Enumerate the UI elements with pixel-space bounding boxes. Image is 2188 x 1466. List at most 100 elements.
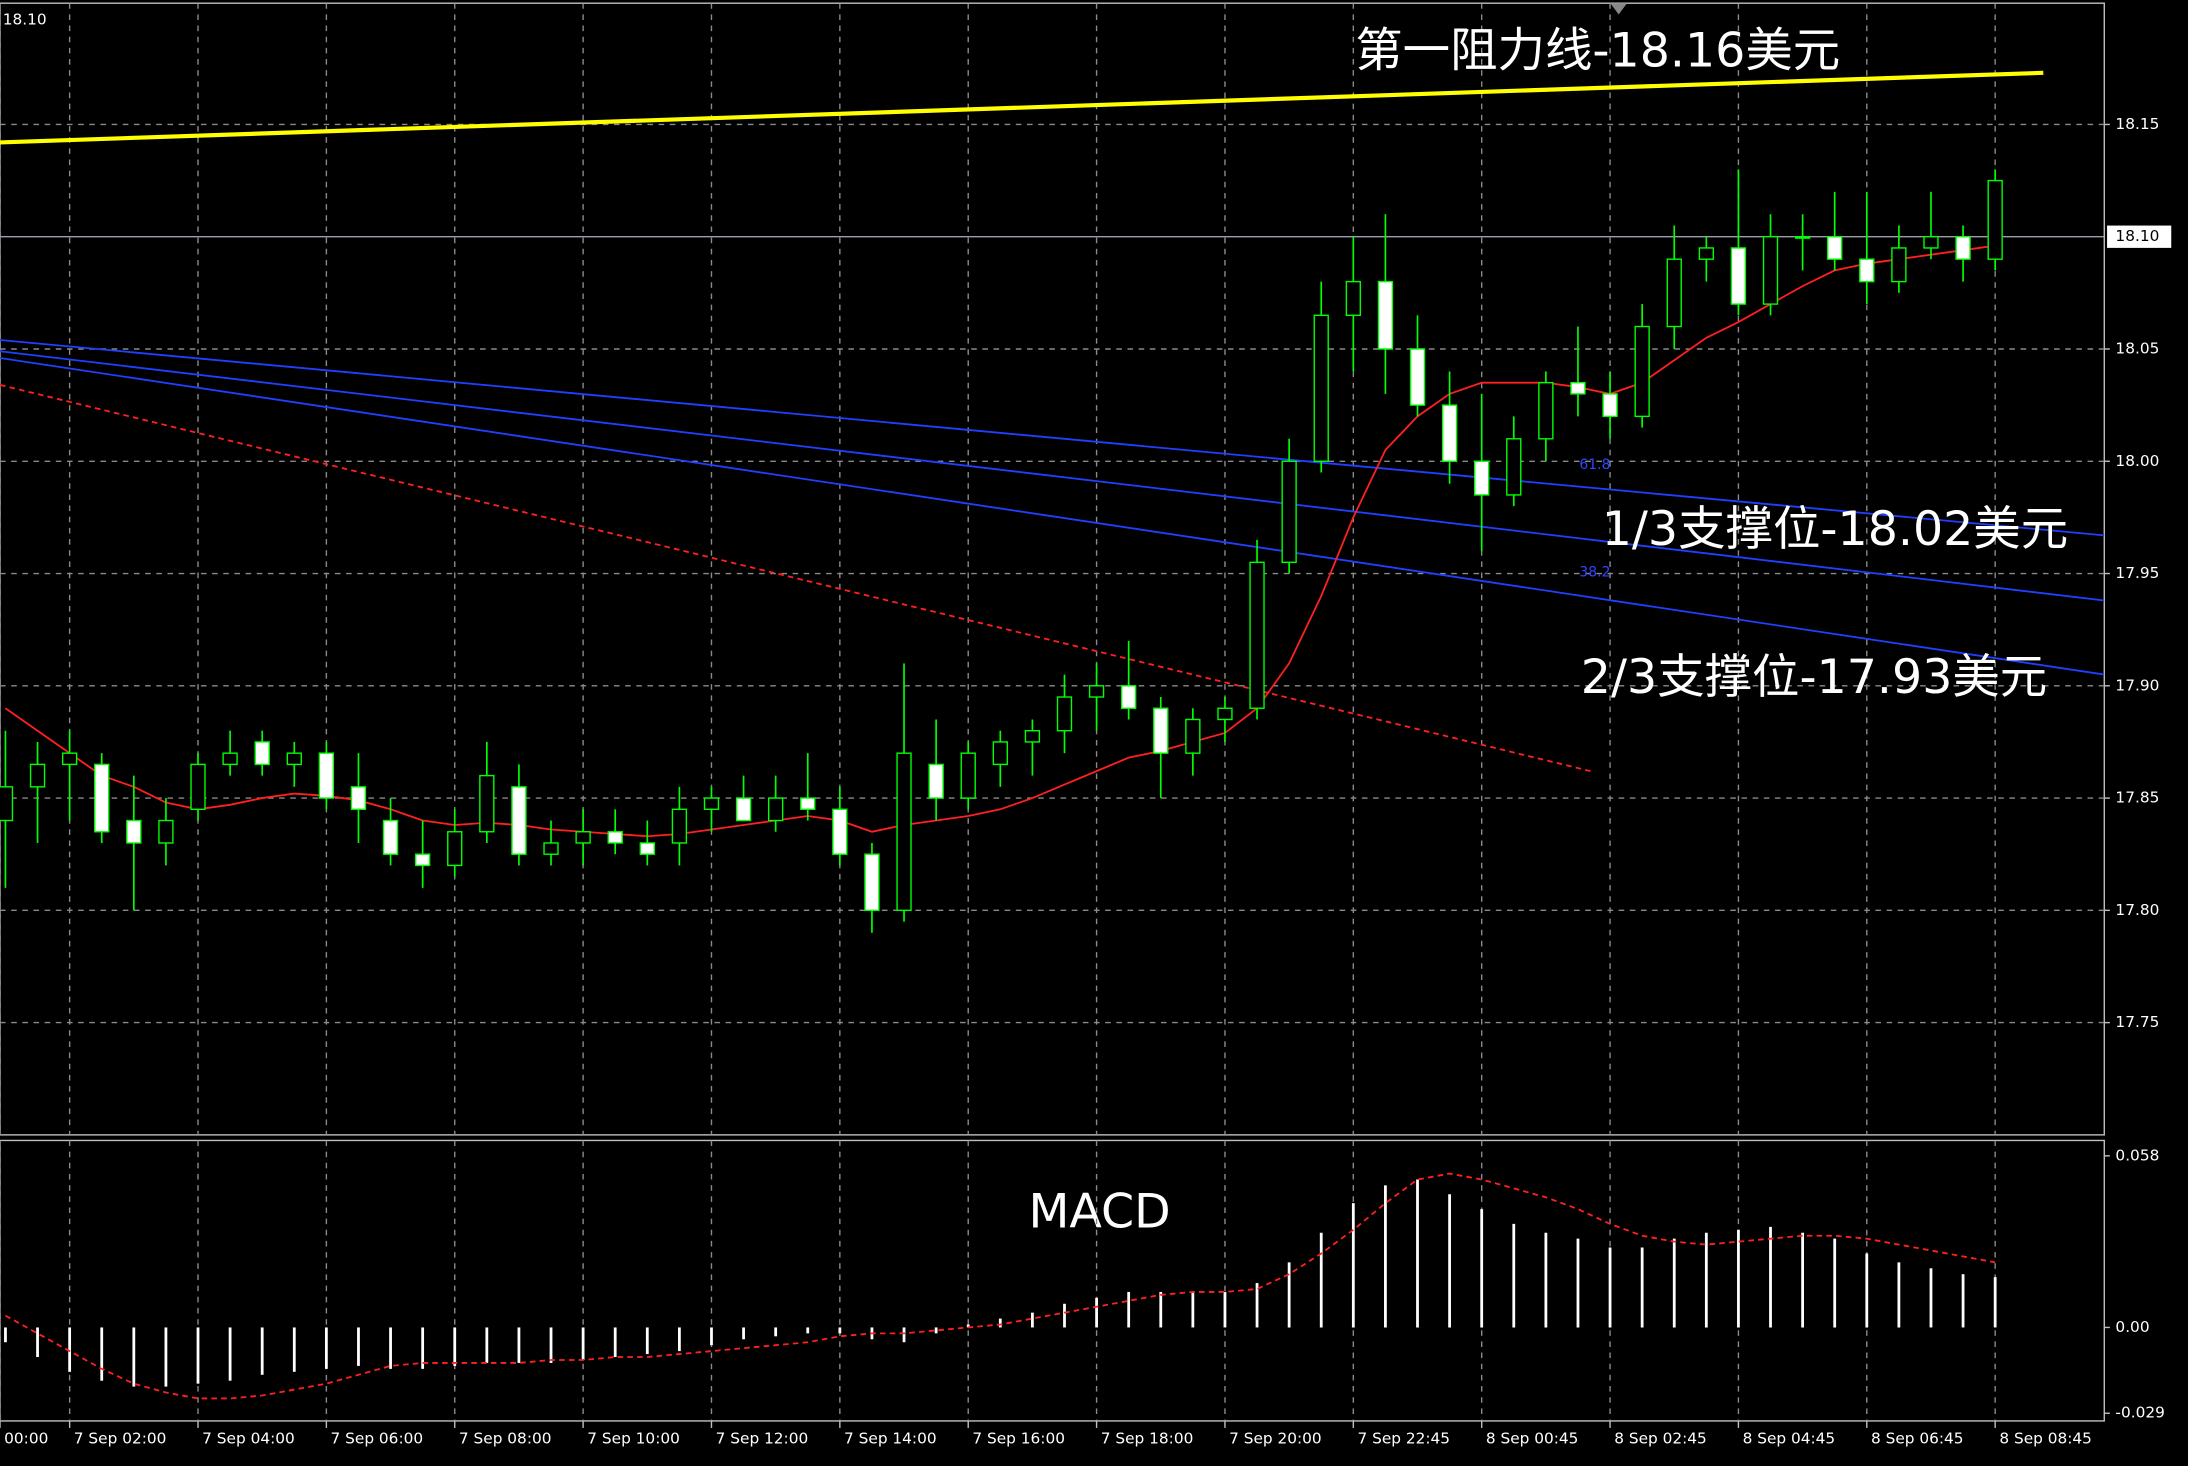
candle-body xyxy=(190,763,206,810)
candle-body xyxy=(1987,179,2003,260)
x-tick-label: 8 Sep 04:45 xyxy=(1743,1430,1836,1448)
candle-body xyxy=(607,831,623,844)
x-tick-label: 7 Sep 22:45 xyxy=(1358,1430,1451,1448)
candle-body xyxy=(767,797,784,822)
y-tick-label: 17.80 xyxy=(2115,901,2159,919)
y-tick-label: 0.00 xyxy=(2115,1318,2149,1336)
candle-body xyxy=(1859,258,1875,283)
trend-line xyxy=(0,357,2105,676)
candle-body xyxy=(832,808,848,855)
candle-body xyxy=(479,774,495,833)
candle-body xyxy=(286,752,302,766)
x-tick-label: 7 Sep 14:00 xyxy=(844,1430,937,1448)
y-tick-label: 17.95 xyxy=(2115,564,2159,582)
candle-body xyxy=(1570,381,1586,395)
candle-body xyxy=(1955,236,1971,260)
y-tick-label: 18.05 xyxy=(2115,339,2159,357)
main-panel-frame xyxy=(0,2,2105,1136)
x-tick-label: 8 Sep 08:45 xyxy=(1999,1430,2092,1448)
moving-average xyxy=(4,244,1996,838)
candle-body xyxy=(1185,718,1201,754)
trend-line xyxy=(0,70,2044,145)
candle-body xyxy=(864,853,880,912)
x-tick-label: 8 Sep 02:45 xyxy=(1614,1430,1707,1448)
y-tick-label: 0.058 xyxy=(2115,1146,2159,1164)
candle-body xyxy=(1506,438,1522,496)
candle-body xyxy=(1634,325,1650,418)
candle-body xyxy=(1313,314,1329,462)
candle-body xyxy=(1698,247,1715,260)
y-tick-label: -0.029 xyxy=(2115,1404,2164,1422)
candle-body xyxy=(1024,730,1041,743)
candle-body xyxy=(735,797,752,822)
y-tick-label: 18.00 xyxy=(2115,452,2159,470)
candle-body xyxy=(382,819,399,855)
candle-body xyxy=(1923,236,1939,249)
candle-body xyxy=(414,853,431,867)
candle-body xyxy=(1474,460,1490,496)
x-tick-label: 7 Sep 06:00 xyxy=(331,1430,424,1448)
y-tick-label: 17.75 xyxy=(2115,1013,2159,1031)
y-tick-label: 17.90 xyxy=(2115,676,2159,694)
candle-body xyxy=(1345,280,1361,317)
x-tick-label: 7 Sep 18:00 xyxy=(1101,1430,1194,1448)
annotation: 第一阻力线-18.16美元 xyxy=(1355,23,1840,78)
candle-body xyxy=(1666,258,1682,328)
candle-body xyxy=(1249,561,1265,709)
x-tick-label: 8 Sep 00:45 xyxy=(1486,1430,1579,1448)
candle-body xyxy=(1441,404,1458,462)
candle-body xyxy=(1409,348,1426,406)
x-tick-label: 8 Sep 06:45 xyxy=(1871,1430,1964,1448)
candle-body xyxy=(126,819,142,844)
x-tick-label: 7 Sep 12:00 xyxy=(716,1430,809,1448)
candle-body xyxy=(1602,393,1618,418)
candle-body xyxy=(671,808,688,844)
macd-panel-frame xyxy=(0,1139,2105,1422)
candle-body xyxy=(896,752,912,912)
candle-body xyxy=(703,797,720,810)
macd-title: MACD xyxy=(1028,1184,1170,1239)
x-tick-label: 00:00 xyxy=(4,1430,48,1448)
candle-body xyxy=(1153,707,1169,754)
candle-body xyxy=(29,763,46,788)
x-tick-label: 7 Sep 02:00 xyxy=(74,1430,167,1448)
x-tick-label: 7 Sep 08:00 xyxy=(459,1430,552,1448)
plot-area xyxy=(0,1140,1997,1421)
candle-body xyxy=(1121,685,1137,709)
candle-body xyxy=(1762,236,1779,305)
candle-body xyxy=(222,752,238,766)
candle-body xyxy=(1794,236,1811,239)
candle-body xyxy=(94,763,110,833)
y-tick-label: 17.85 xyxy=(2115,789,2159,807)
candle-body xyxy=(1538,381,1554,440)
corner-label: 18.10 xyxy=(3,10,47,28)
price-label-box xyxy=(2107,225,2172,248)
candle-body xyxy=(1281,460,1297,564)
y-tick-label: 18.15 xyxy=(2115,115,2159,133)
candle-body xyxy=(928,763,944,799)
candle-body xyxy=(447,831,463,867)
candle-body xyxy=(511,786,527,855)
candle-body xyxy=(350,786,367,810)
candle-body xyxy=(61,752,78,766)
shift-marker xyxy=(1610,3,1628,15)
trend-line xyxy=(0,339,2105,537)
candle-body xyxy=(0,786,14,822)
candle-body xyxy=(1891,247,1907,283)
candle-body xyxy=(639,842,655,855)
candle-body xyxy=(158,819,174,844)
candle-body xyxy=(1827,236,1843,260)
candle-body xyxy=(1217,707,1233,721)
signal-line xyxy=(5,1172,1996,1400)
candle-body xyxy=(960,752,976,799)
annotation: 2/3支撑位-17.93美元 xyxy=(1581,650,2047,705)
plot-area xyxy=(0,3,2105,1135)
price-label: 18.10 xyxy=(2115,227,2159,245)
x-tick-label: 7 Sep 10:00 xyxy=(587,1430,680,1448)
candle-body xyxy=(1056,696,1073,732)
candle-body xyxy=(575,831,591,844)
trend-line xyxy=(0,350,2105,602)
candle-body xyxy=(318,752,335,799)
